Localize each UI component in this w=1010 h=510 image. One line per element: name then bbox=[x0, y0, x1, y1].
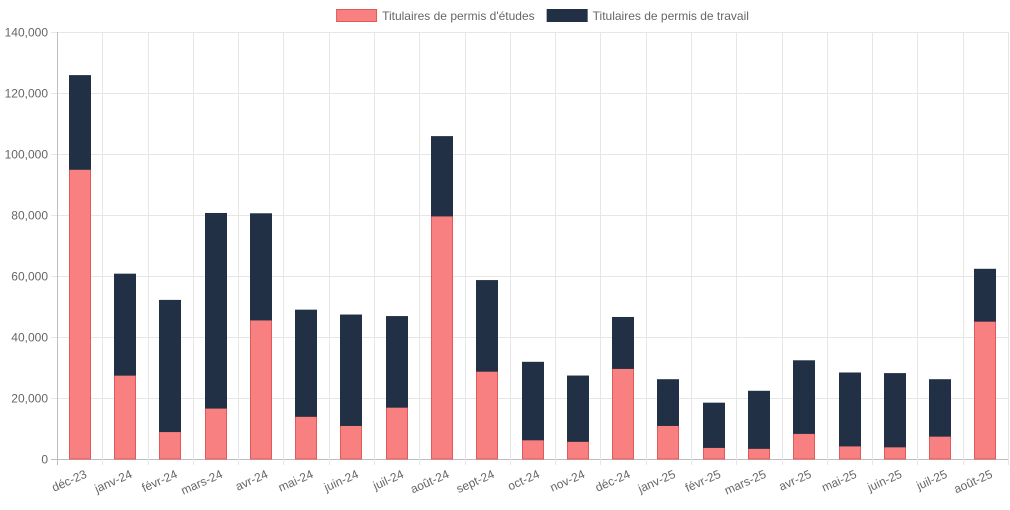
x-tick-label: juil-25 bbox=[913, 467, 949, 493]
x-tick-label: mars-25 bbox=[722, 467, 768, 498]
bar-segment-work-permit[interactable] bbox=[340, 314, 362, 426]
bar-segment-study-permit[interactable] bbox=[974, 320, 996, 460]
bar-segment-study-permit[interactable] bbox=[748, 447, 770, 460]
x-tick-label: févr-24 bbox=[140, 467, 180, 495]
bar-segment-work-permit[interactable] bbox=[114, 273, 136, 376]
bar-segment-work-permit[interactable] bbox=[884, 373, 906, 448]
legend-item-study-permit[interactable]: Titulaires de permis d'études bbox=[336, 9, 535, 23]
bar-segment-work-permit[interactable] bbox=[974, 268, 996, 322]
bar-segment-study-permit[interactable] bbox=[839, 445, 861, 460]
bar-segment-work-permit[interactable] bbox=[159, 299, 181, 433]
bar-segment-study-permit[interactable] bbox=[703, 446, 725, 460]
bar-segment-study-permit[interactable] bbox=[295, 415, 317, 460]
bar-segment-study-permit[interactable] bbox=[340, 424, 362, 460]
y-tick-label: 60,000 bbox=[11, 270, 48, 284]
x-tick-label: janv-25 bbox=[635, 467, 678, 496]
bar-segment-study-permit[interactable] bbox=[793, 432, 815, 460]
bar-segment-study-permit[interactable] bbox=[522, 439, 544, 460]
grid-lines bbox=[51, 32, 1009, 465]
x-tick-label: sept-24 bbox=[454, 467, 497, 496]
bar-segment-work-permit[interactable] bbox=[567, 375, 589, 442]
y-tick-label: 80,000 bbox=[11, 209, 48, 223]
x-tick-label: oct-24 bbox=[506, 467, 542, 493]
bar-segment-work-permit[interactable] bbox=[657, 379, 679, 426]
bar-segment-work-permit[interactable] bbox=[522, 361, 544, 441]
x-tick-label: juin-25 bbox=[864, 467, 904, 495]
bar-segment-study-permit[interactable] bbox=[612, 367, 634, 460]
bar-segment-study-permit[interactable] bbox=[114, 374, 136, 460]
x-tick-label: août-25 bbox=[952, 467, 995, 496]
bar-segment-study-permit[interactable] bbox=[929, 435, 951, 460]
x-tick-label: avr-24 bbox=[233, 467, 270, 494]
x-tick-label: mai-25 bbox=[820, 467, 860, 495]
bar-segment-work-permit[interactable] bbox=[250, 213, 272, 321]
x-tick-label: mai-24 bbox=[276, 467, 316, 495]
bars bbox=[69, 75, 996, 460]
bar-segment-study-permit[interactable] bbox=[386, 406, 408, 460]
legend-label: Titulaires de permis d'études bbox=[382, 9, 535, 23]
x-tick-label: janv-24 bbox=[92, 467, 135, 496]
y-tick-label: 40,000 bbox=[11, 331, 48, 345]
bar-segment-study-permit[interactable] bbox=[69, 168, 91, 460]
bar-segment-work-permit[interactable] bbox=[295, 309, 317, 417]
bar-segment-study-permit[interactable] bbox=[250, 319, 272, 460]
legend-item-work-permit[interactable]: Titulaires de permis de travail bbox=[546, 9, 749, 23]
bar-segment-work-permit[interactable] bbox=[612, 316, 634, 369]
y-tick-label: 0 bbox=[41, 453, 48, 467]
bar-segment-study-permit[interactable] bbox=[205, 407, 227, 460]
bar-segment-work-permit[interactable] bbox=[205, 212, 227, 409]
bar-segment-work-permit[interactable] bbox=[703, 402, 725, 448]
bar-segment-study-permit[interactable] bbox=[159, 431, 181, 460]
bar-segment-study-permit[interactable] bbox=[476, 370, 498, 460]
y-tick-label: 100,000 bbox=[5, 148, 49, 162]
legend-label: Titulaires de permis de travail bbox=[593, 9, 749, 23]
bar-segment-work-permit[interactable] bbox=[839, 372, 861, 447]
bar-segment-study-permit[interactable] bbox=[657, 424, 679, 460]
legend: Titulaires de permis d'études Titulaires … bbox=[336, 9, 749, 23]
bar-segment-work-permit[interactable] bbox=[476, 280, 498, 372]
y-tick-label: 140,000 bbox=[5, 26, 49, 40]
x-tick-label: juin-24 bbox=[321, 467, 361, 495]
legend-swatch bbox=[336, 9, 378, 22]
bar-segment-work-permit[interactable] bbox=[431, 136, 453, 217]
bar-segment-work-permit[interactable] bbox=[793, 360, 815, 434]
x-axis: déc-23 janv-24 févr-24 mars-24 avr-24 mai-24 j… bbox=[50, 467, 995, 498]
x-tick-label: mars-24 bbox=[179, 467, 225, 498]
x-tick-label: avr-25 bbox=[777, 467, 814, 494]
bar-segment-study-permit[interactable] bbox=[884, 446, 906, 460]
y-tick-label: 20,000 bbox=[11, 392, 48, 406]
x-tick-label: déc-24 bbox=[593, 467, 633, 495]
x-tick-label: août-24 bbox=[408, 467, 451, 496]
x-tick-label: nov-24 bbox=[548, 467, 588, 495]
bar-segment-study-permit[interactable] bbox=[431, 215, 453, 460]
bar-segment-work-permit[interactable] bbox=[929, 379, 951, 437]
bar-segment-work-permit[interactable] bbox=[69, 75, 91, 170]
y-axis: 0 20,000 40,000 60,000 80,000 100,000 120,000 1… bbox=[5, 26, 49, 467]
bar-segment-study-permit[interactable] bbox=[567, 440, 589, 460]
x-tick-label: déc-23 bbox=[50, 467, 90, 495]
x-tick-label: juil-24 bbox=[370, 467, 406, 493]
bar-segment-work-permit[interactable] bbox=[748, 390, 770, 449]
y-tick-label: 120,000 bbox=[5, 87, 49, 101]
x-tick-label: févr-25 bbox=[683, 467, 723, 495]
legend-swatch bbox=[546, 9, 588, 22]
bar-segment-work-permit[interactable] bbox=[386, 316, 408, 408]
